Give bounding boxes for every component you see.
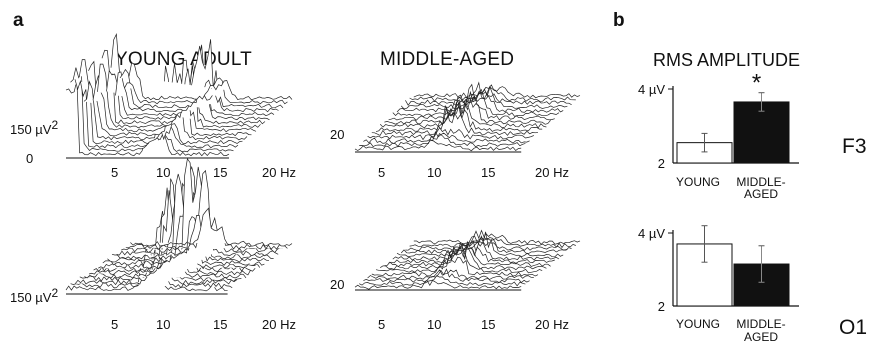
significance-asterisk: * [752, 70, 761, 97]
x-tick-label: 20 Hz [262, 165, 296, 180]
y-tick-label: 20 [330, 277, 344, 292]
x-tick-label: 20 Hz [535, 317, 569, 332]
category-label: AGED [744, 330, 778, 344]
lead-label-f3: F3 [842, 135, 867, 158]
spectrum-trace [359, 132, 526, 148]
spectral-array-spectra-young-F3 [65, 33, 293, 157]
x-tick-label: 10 [427, 317, 441, 332]
rms-amplitude-title: RMS AMPLITUDE [653, 50, 801, 70]
spectrum-trace [354, 279, 522, 290]
category-label: MIDDLE- [736, 175, 785, 189]
x-tick-label: 10 [156, 165, 170, 180]
category-label: MIDDLE- [736, 317, 785, 331]
spectrum-trace [388, 242, 555, 264]
spectrum-trace [363, 268, 530, 283]
spectrum-trace [405, 241, 572, 251]
y-tick-label: 20 [330, 127, 344, 142]
spectrum-trace [354, 139, 522, 152]
category-label: AGED [744, 187, 778, 201]
y-tick-label: 2 [658, 299, 665, 314]
spectrum-trace [405, 93, 572, 106]
spectrum-trace [392, 235, 560, 261]
y-tick-label: 0 [26, 151, 33, 166]
spectrum-trace [409, 86, 576, 102]
panel-letter-b: b [613, 10, 625, 31]
spectrum-trace [388, 94, 555, 121]
spectrum-trace [409, 236, 576, 249]
y-tick-label: 2 [658, 156, 665, 171]
x-tick-label: 15 [213, 317, 227, 332]
spectrum-trace [371, 253, 539, 277]
panel-letter-a: a [13, 10, 24, 31]
spectrum-trace [396, 83, 564, 113]
spectrum-trace [115, 39, 279, 113]
x-tick-label: 10 [427, 165, 441, 180]
spectrum-trace [396, 231, 564, 258]
x-tick-label: 10 [156, 317, 170, 332]
x-tick-label: 5 [378, 317, 385, 332]
spectrum-trace [379, 99, 547, 129]
spectrum-trace [367, 127, 534, 141]
spectrum-trace [367, 269, 534, 280]
x-tick-label: 20 Hz [535, 165, 569, 180]
spectrum-trace [371, 107, 539, 136]
spectrum-trace [375, 245, 543, 274]
y-tick-label: 150 µV2 [10, 286, 58, 305]
spectral-array-spectra-young-O1 [65, 157, 293, 292]
spectrum-trace [413, 232, 581, 245]
middle-aged-title: MIDDLE-AGED [380, 49, 515, 70]
spectrum-trace [363, 131, 530, 144]
x-tick-label: 5 [111, 317, 118, 332]
spectrum-trace [111, 157, 274, 260]
lead-label-o1: O1 [839, 316, 868, 339]
spectrum-trace [359, 275, 526, 287]
spectral-array-spectra-middle-F3 [354, 81, 581, 152]
x-tick-label: 15 [481, 317, 495, 332]
x-tick-label: 15 [481, 165, 495, 180]
spectrum-trace [128, 62, 293, 101]
spectrum-trace [384, 98, 551, 125]
spectrum-trace [400, 229, 568, 254]
young-adult-title: YOUNG ADULT [115, 49, 252, 70]
x-tick-label: 5 [378, 165, 385, 180]
spectrum-trace [130, 207, 293, 247]
x-tick-label: 5 [111, 165, 118, 180]
spectrum-trace [413, 84, 581, 99]
x-tick-label: 20 Hz [262, 317, 296, 332]
category-label: YOUNG [676, 175, 720, 189]
spectrum-trace [380, 247, 547, 271]
y-tick-label: 4 µV [638, 226, 665, 241]
category-label: YOUNG [676, 317, 720, 331]
x-tick-label: 15 [213, 165, 227, 180]
bar-middle-aged [733, 101, 790, 164]
spectral-array-spectra-middle-O1 [354, 229, 581, 290]
y-tick-label: 150 µV2 [10, 118, 58, 137]
y-tick-label: 4 µV [638, 82, 665, 97]
